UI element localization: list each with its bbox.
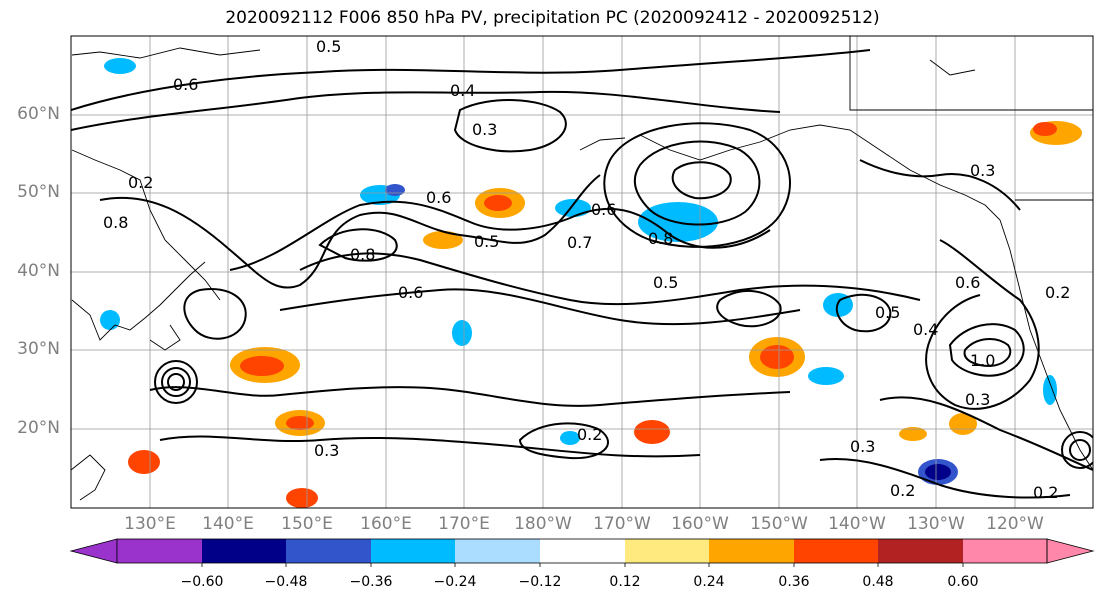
colorbar-tick-label: −0.36 bbox=[349, 574, 393, 590]
contour-label: 0.8 bbox=[350, 245, 375, 264]
lat-label: 40°N bbox=[17, 261, 60, 281]
lon-label: 140°E bbox=[202, 514, 254, 534]
colorbar-tick-label: 0.24 bbox=[693, 574, 725, 590]
contour-label: 0.6 bbox=[591, 200, 616, 219]
contour-label: 0.2 bbox=[1045, 283, 1070, 302]
colorbar-segment bbox=[455, 539, 540, 563]
lon-label: 180°W bbox=[514, 514, 572, 534]
coastlines bbox=[71, 36, 1093, 501]
contour-label: 0.6 bbox=[426, 188, 451, 207]
contour-label: 0.8 bbox=[103, 213, 128, 232]
colorbar-tick-label: 0.48 bbox=[862, 574, 894, 590]
colorbar-frame bbox=[116, 538, 1048, 564]
lat-label: 50°N bbox=[17, 182, 60, 202]
lon-label: 140°W bbox=[828, 514, 886, 534]
contour-label: 0.6 bbox=[398, 283, 423, 302]
lon-label: 160°W bbox=[671, 514, 729, 534]
contour-label: 0.2 bbox=[1033, 483, 1058, 502]
contour-label: 0.8 bbox=[648, 229, 673, 248]
contour-label: 0.5 bbox=[316, 37, 341, 56]
lon-label: 150°W bbox=[750, 514, 808, 534]
contour-label: 0.3 bbox=[314, 441, 339, 460]
lon-label: 130°W bbox=[907, 514, 965, 534]
lat-label: 20°N bbox=[17, 418, 60, 438]
colorbar-segment bbox=[286, 539, 371, 563]
contour-label: 0.7 bbox=[567, 233, 592, 252]
contour-label: 0.3 bbox=[472, 120, 497, 139]
colorbar-tick-label: −0.60 bbox=[180, 574, 224, 590]
colorbar-segment bbox=[371, 539, 455, 563]
contour-label: 0.6 bbox=[173, 75, 198, 94]
contour-label: 0.4 bbox=[450, 81, 475, 100]
colorbar-segment bbox=[878, 539, 963, 563]
contour-label: 0.5 bbox=[474, 232, 499, 251]
map-frame bbox=[70, 35, 1094, 509]
contour-label: 0.2 bbox=[890, 481, 915, 500]
colorbar-tick-label: −0.48 bbox=[264, 574, 308, 590]
lon-label: 170°W bbox=[593, 514, 651, 534]
contour-label: 0.2 bbox=[128, 173, 153, 192]
lat-label: 30°N bbox=[17, 339, 60, 359]
contour-label: 0.5 bbox=[653, 273, 678, 292]
contour-label: 0.5 bbox=[875, 303, 900, 322]
pv-contours bbox=[71, 49, 1093, 499]
lon-label: 120°W bbox=[986, 514, 1044, 534]
colorbar-tick-label: 0.12 bbox=[609, 574, 641, 590]
colorbar-segment bbox=[117, 539, 202, 563]
lon-label: 130°E bbox=[124, 514, 176, 534]
colorbar-segment bbox=[625, 539, 709, 563]
colorbar-tick-label: 0.36 bbox=[778, 574, 810, 590]
contour-label: 0.2 bbox=[577, 425, 602, 444]
contour-label: 0.3 bbox=[850, 437, 875, 456]
lon-label: 160°E bbox=[360, 514, 412, 534]
colorbar bbox=[69, 538, 1095, 567]
graticule bbox=[71, 36, 1093, 508]
contour-label: 0.3 bbox=[970, 161, 995, 180]
colorbar-segment bbox=[540, 539, 625, 563]
contour-labels: 0.5 0.6 0.4 0.3 0.2 0.8 0.6 0.5 0.8 0.6 … bbox=[103, 37, 1070, 502]
map-title: 2020092112 F006 850 hPa PV, precipitatio… bbox=[225, 8, 880, 28]
lon-label: 150°E bbox=[281, 514, 333, 534]
contour-label: 0.3 bbox=[965, 390, 990, 409]
colorbar-extend-right bbox=[1046, 538, 1095, 564]
contour-label: 1.0 bbox=[970, 351, 995, 370]
contour-label: 0.4 bbox=[913, 320, 938, 339]
colorbar-segment bbox=[709, 539, 794, 563]
colorbar-tick-label: 0.60 bbox=[947, 574, 979, 590]
colorbar-segment bbox=[794, 539, 878, 563]
lat-label: 60°N bbox=[17, 104, 60, 124]
contour-label: 0.6 bbox=[955, 273, 980, 292]
colorbar-segment bbox=[202, 539, 286, 563]
colorbar-extend-left bbox=[69, 538, 118, 564]
lon-label: 170°E bbox=[438, 514, 490, 534]
colorbar-tick-label: −0.24 bbox=[433, 574, 477, 590]
colorbar-tick-label: −0.12 bbox=[518, 574, 562, 590]
colorbar-segment bbox=[963, 539, 1047, 563]
